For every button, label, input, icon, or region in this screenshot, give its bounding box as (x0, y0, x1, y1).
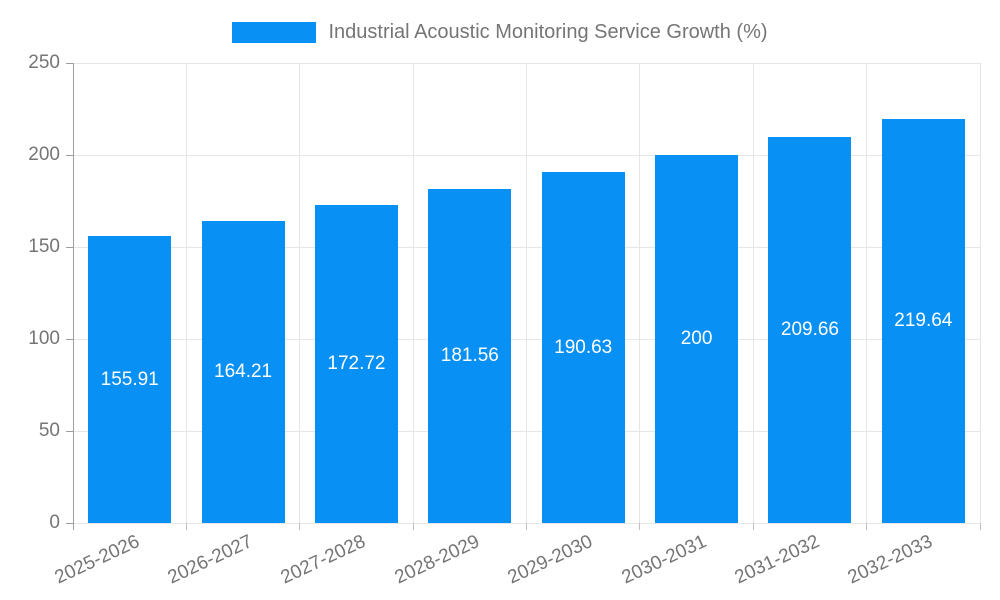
y-axis-tick (66, 522, 73, 524)
bar-value-label: 181.56 (440, 344, 499, 366)
y-axis-tick (66, 62, 73, 64)
bar-value-label: 209.66 (780, 319, 839, 341)
bar: 155.91 (88, 236, 172, 523)
y-tick-label: 0 (49, 512, 60, 533)
gridline-vertical (639, 63, 641, 523)
plot-area: 155.91 164.21 172.72 181.56 190.63 200 209.66 2… (66, 62, 981, 530)
x-axis-tick (752, 523, 754, 530)
x-axis-tick (979, 523, 981, 530)
y-axis-tick (66, 430, 73, 432)
y-axis-tick (66, 154, 73, 156)
bar: 190.63 (541, 172, 625, 523)
bar: 181.56 (428, 188, 512, 523)
y-tick-label: 100 (28, 328, 60, 349)
bar-value-label: 155.91 (100, 368, 159, 390)
x-axis-tick (526, 523, 527, 530)
x-axis-tick (866, 523, 868, 530)
legend-label[interactable]: Industrial Acoustic Monitoring Service G… (328, 21, 768, 43)
gridline-vertical (526, 63, 527, 523)
gridline-vertical (185, 63, 187, 523)
y-axis-tick (66, 338, 73, 340)
y-axis-tick (66, 246, 73, 248)
gridline-vertical (752, 63, 754, 523)
x-axis-tick (185, 523, 187, 530)
bar: 172.72 (314, 205, 398, 523)
y-axis-line (73, 63, 74, 530)
bar-value-label: 172.72 (327, 353, 386, 375)
gridline-vertical (412, 63, 414, 523)
bar-value-label: 219.64 (894, 309, 953, 331)
gridline-vertical (979, 63, 981, 523)
y-tick-label: 50 (38, 420, 60, 441)
x-axis-tick (639, 523, 641, 530)
bar: 200 (655, 155, 739, 523)
bar-value-label: 164.21 (214, 360, 273, 382)
x-axis-tick (299, 523, 301, 530)
y-tick-label: 250 (28, 52, 60, 73)
gridline-vertical (866, 63, 868, 523)
gridline-vertical (299, 63, 301, 523)
bar-value-label: 200 (680, 328, 713, 349)
bar: 219.64 (881, 118, 965, 523)
y-tick-label: 200 (28, 144, 60, 165)
bar: 164.21 (201, 220, 285, 523)
x-axis-tick (412, 523, 414, 530)
bar-value-label: 190.63 (554, 336, 613, 358)
legend-swatch[interactable] (232, 22, 317, 43)
chart-legend[interactable]: Industrial Acoustic Monitoring Service G… (0, 21, 1000, 44)
bar: 209.66 (768, 137, 852, 523)
y-tick-label: 150 (28, 236, 60, 257)
